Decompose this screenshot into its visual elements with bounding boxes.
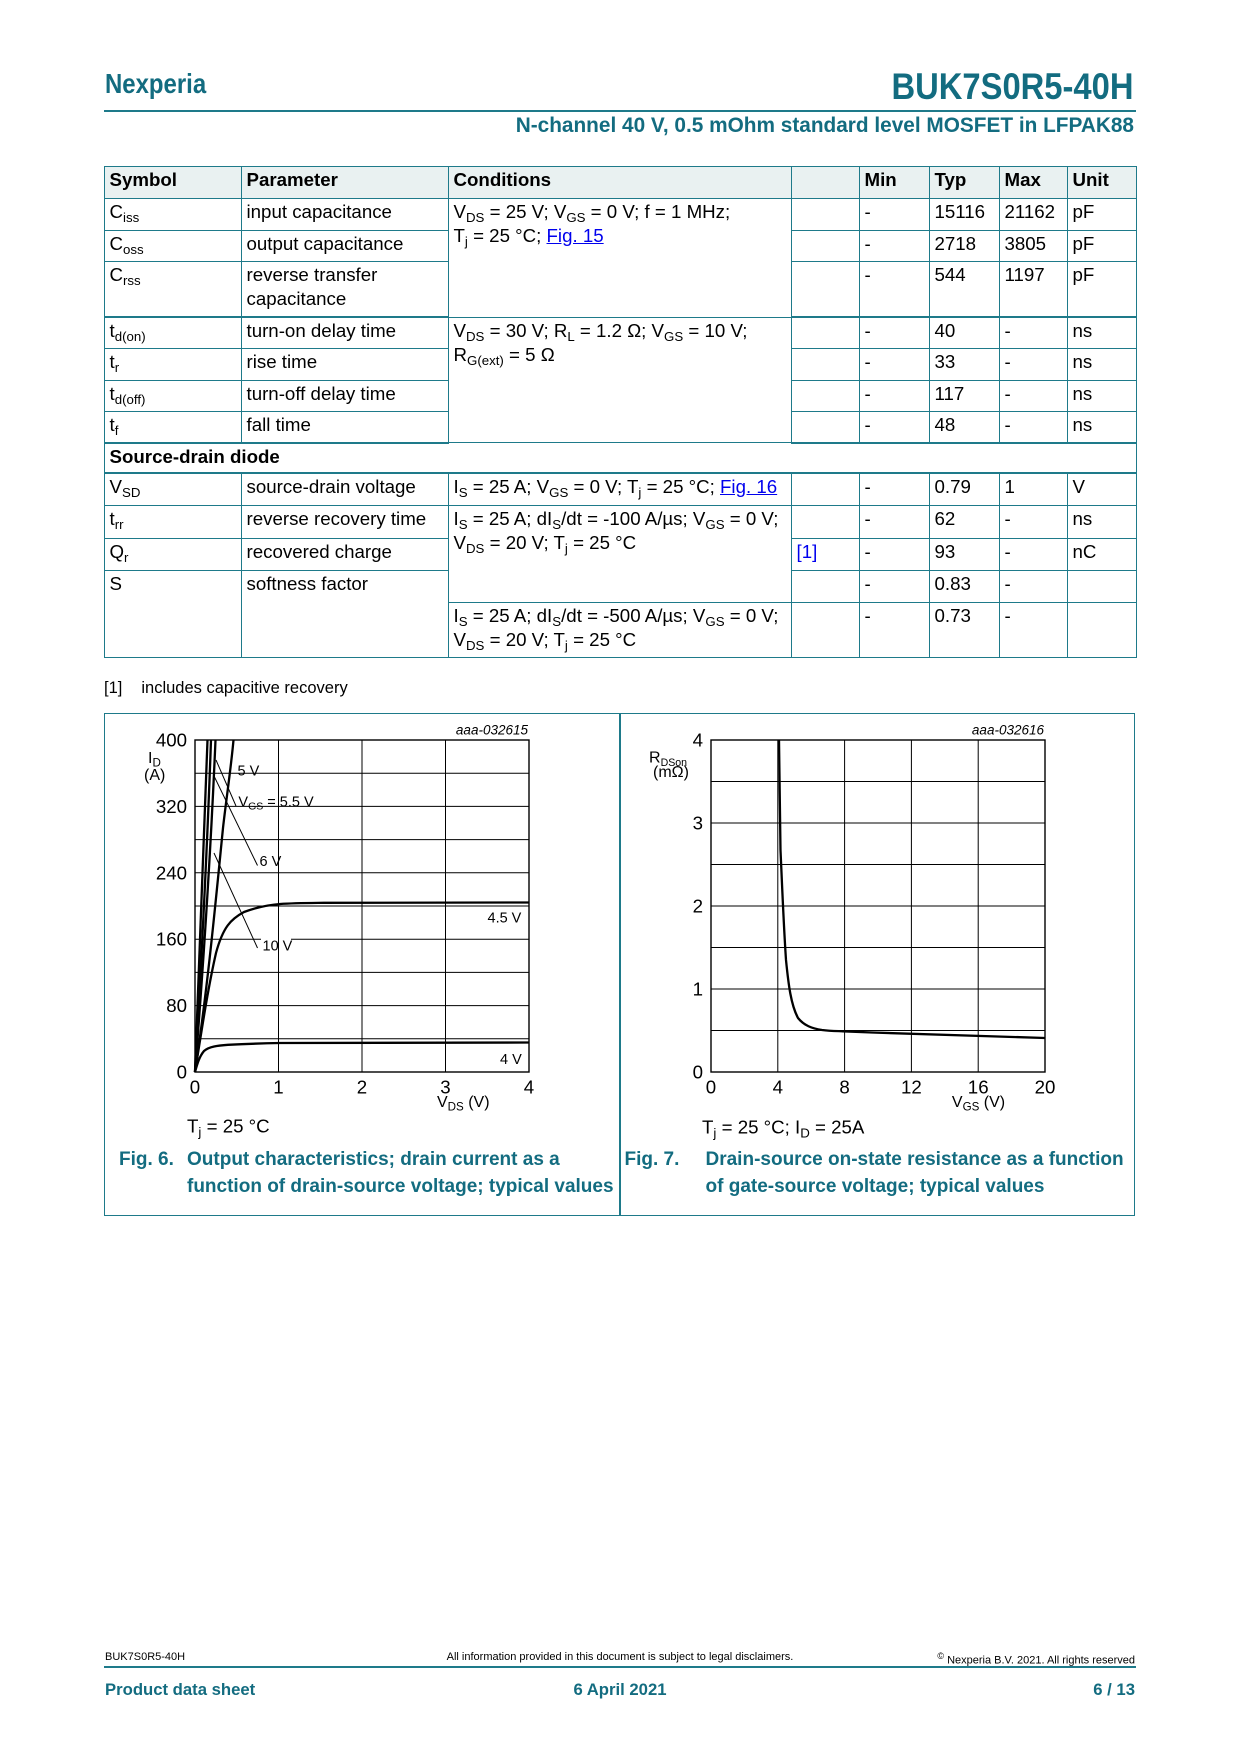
svg-text:0: 0 xyxy=(706,1077,716,1098)
svg-text:4.5 V: 4.5 V xyxy=(488,911,522,927)
svg-text:20: 20 xyxy=(1035,1077,1056,1098)
svg-text:VGS (V): VGS (V) xyxy=(952,1094,1005,1113)
svg-text:400: 400 xyxy=(156,730,187,751)
svg-text:VDS (V): VDS (V) xyxy=(437,1094,490,1113)
svg-text:6 V: 6 V xyxy=(260,854,282,870)
svg-text:8: 8 xyxy=(839,1077,849,1098)
svg-text:160: 160 xyxy=(156,929,187,950)
svg-text:3: 3 xyxy=(440,1077,450,1098)
svg-text:4 V: 4 V xyxy=(500,1052,522,1068)
svg-text:Tj = 25 °C; ID = 25A: Tj = 25 °C; ID = 25A xyxy=(702,1117,865,1141)
svg-text:0: 0 xyxy=(177,1062,187,1083)
svg-text:12: 12 xyxy=(901,1077,922,1098)
svg-text:(mΩ): (mΩ) xyxy=(653,764,689,781)
svg-text:5 V: 5 V xyxy=(238,763,260,779)
svg-text:1: 1 xyxy=(273,1077,283,1098)
svg-text:2: 2 xyxy=(357,1077,367,1098)
svg-text:320: 320 xyxy=(156,796,187,817)
svg-text:80: 80 xyxy=(166,995,187,1016)
svg-text:2: 2 xyxy=(693,896,703,917)
svg-text:0: 0 xyxy=(693,1062,703,1083)
svg-text:1: 1 xyxy=(693,979,703,1000)
svg-text:4: 4 xyxy=(773,1077,783,1098)
svg-text:4: 4 xyxy=(693,730,703,751)
svg-text:(A): (A) xyxy=(144,767,165,784)
svg-text:16: 16 xyxy=(968,1077,989,1098)
svg-text:Tj = 25 °C: Tj = 25 °C xyxy=(187,1116,270,1140)
svg-text:4: 4 xyxy=(524,1077,534,1098)
svg-text:aaa-032615: aaa-032615 xyxy=(456,723,529,738)
svg-text:10 V: 10 V xyxy=(263,939,293,955)
svg-text:VGS = 5.5 V: VGS = 5.5 V xyxy=(238,794,314,812)
svg-text:aaa-032616: aaa-032616 xyxy=(972,723,1045,738)
svg-text:3: 3 xyxy=(693,813,703,834)
svg-text:240: 240 xyxy=(156,862,187,883)
svg-text:0: 0 xyxy=(190,1077,200,1098)
